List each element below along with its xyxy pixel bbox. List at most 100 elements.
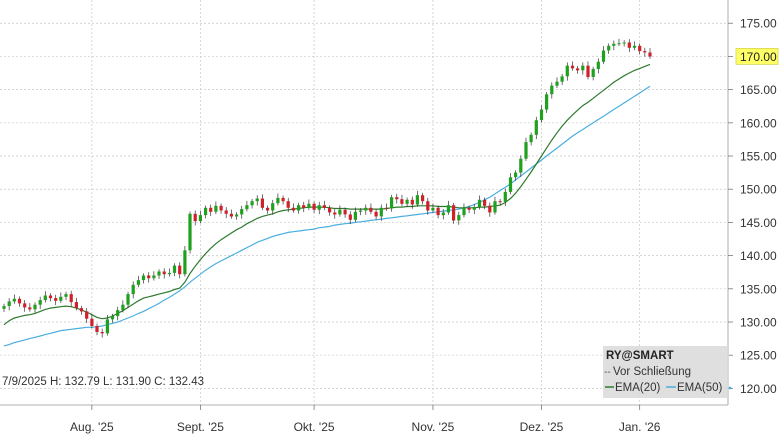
candle-body-up [379,207,383,217]
y-tick-label: 130.00 [740,316,777,330]
candle [436,205,440,219]
candle-body-up [59,296,63,301]
candle [632,41,637,51]
candle [260,194,264,211]
candle [374,209,378,220]
x-tick-label: Dez. '25 [520,420,564,434]
candle-body-up [607,45,611,51]
legend-box[interactable]: RY@SMART -- Vor Schließung EMA(20) EMA(5… [603,346,732,398]
ema50-line [3,85,651,347]
candle [12,294,16,304]
candle [183,245,187,277]
candle [291,203,295,213]
candle [539,105,544,123]
candle-body-up [462,207,466,216]
candle [338,205,342,217]
ema20-line-group [3,63,651,326]
candle-body-down [85,311,89,319]
candle [524,137,528,162]
candle-body-up [33,304,37,310]
candle [477,195,482,210]
grid-lines [0,0,728,405]
ema50-line-group [3,85,651,347]
candle [441,209,445,220]
last-price-label: 170.00 [740,50,777,64]
candle-body-down [162,271,166,275]
candle [276,193,280,206]
candle [317,201,321,215]
candle [503,188,507,207]
candle [359,208,363,216]
candle-body-down [348,214,352,220]
candle [286,197,290,213]
candle-body-down [570,65,575,69]
candle-body-up [596,61,600,69]
candle-body-up [601,50,606,62]
candle [384,203,388,211]
candle [48,293,53,302]
candle-body-down [333,212,337,215]
candle [136,275,140,288]
candle [457,211,461,225]
candle-body-up [508,177,513,192]
candle-body-up [405,199,409,204]
candle-body-down [627,42,631,48]
candle [79,305,84,315]
candle [638,43,642,55]
candle [617,38,621,47]
candle [405,197,409,208]
candle [178,262,182,279]
candle [322,200,326,211]
candle [369,203,373,215]
candle [126,291,130,309]
candle [193,210,197,226]
candle-body-up [519,158,523,173]
candle-body-down [209,207,213,212]
candle-body-up [167,272,171,275]
candle-body-up [157,271,161,276]
candle-body-down [576,68,580,71]
candle-body-down [79,308,84,312]
candle-body-down [95,326,99,332]
candle-body-down [410,199,414,205]
candle [415,190,419,207]
candle-body-down [343,209,347,215]
candle [157,269,161,279]
y-tick-label: 165.00 [740,83,777,97]
candle [152,271,156,281]
candle-body-up [38,300,42,305]
legend-symbol-dot [667,353,671,357]
candle-body-down [90,318,94,326]
candle-body-down [426,201,430,211]
candle-body-down [436,207,440,216]
candle [64,291,68,301]
candle-body-up [255,198,259,202]
candle-body-up [390,197,394,209]
candle [596,58,600,74]
candle-body-up [64,294,68,297]
candle-body-up [493,201,497,213]
candle [472,203,476,215]
candle-body-up [529,134,533,143]
candle-body-up [550,85,554,95]
candle-body-up [110,316,115,320]
candle [648,48,652,59]
candle [550,82,554,99]
y-tick-label: 140.00 [740,249,777,263]
x-tick-label: Sept. '25 [177,420,224,434]
candle-body-up [632,45,637,48]
legend-item-ema50: EMA(50) [677,382,723,394]
candle [28,303,32,312]
candle-body-down [328,207,332,213]
candle [147,272,151,283]
candle [235,212,239,220]
candle [54,294,58,306]
candle [255,195,259,206]
candle [483,197,487,210]
candle-body-up [204,207,208,216]
candle-body-up [622,42,626,44]
candle-body-up [503,191,507,202]
candle-body-down [286,201,290,208]
candle [560,74,564,85]
